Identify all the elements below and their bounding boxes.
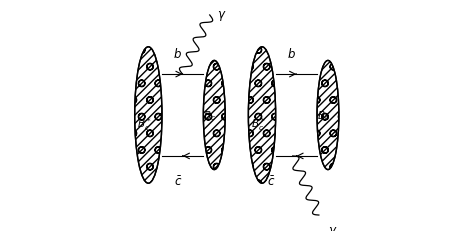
Text: $\gamma$: $\gamma$: [217, 9, 226, 23]
Text: $\gamma$: $\gamma$: [328, 224, 337, 231]
Text: $b$: $b$: [173, 47, 182, 61]
Ellipse shape: [203, 61, 225, 170]
Text: $\bar{c}$: $\bar{c}$: [267, 174, 275, 188]
Text: $B_c^*$: $B_c^*$: [137, 116, 152, 133]
Text: $B_c$: $B_c$: [317, 109, 330, 122]
Ellipse shape: [135, 48, 162, 183]
Ellipse shape: [248, 48, 276, 183]
Text: $b$: $b$: [287, 47, 296, 61]
Ellipse shape: [317, 61, 339, 170]
Text: $\bar{c}$: $\bar{c}$: [174, 174, 182, 188]
Text: $B_c^*$: $B_c^*$: [251, 116, 265, 133]
Text: $B_c$: $B_c$: [203, 109, 216, 122]
